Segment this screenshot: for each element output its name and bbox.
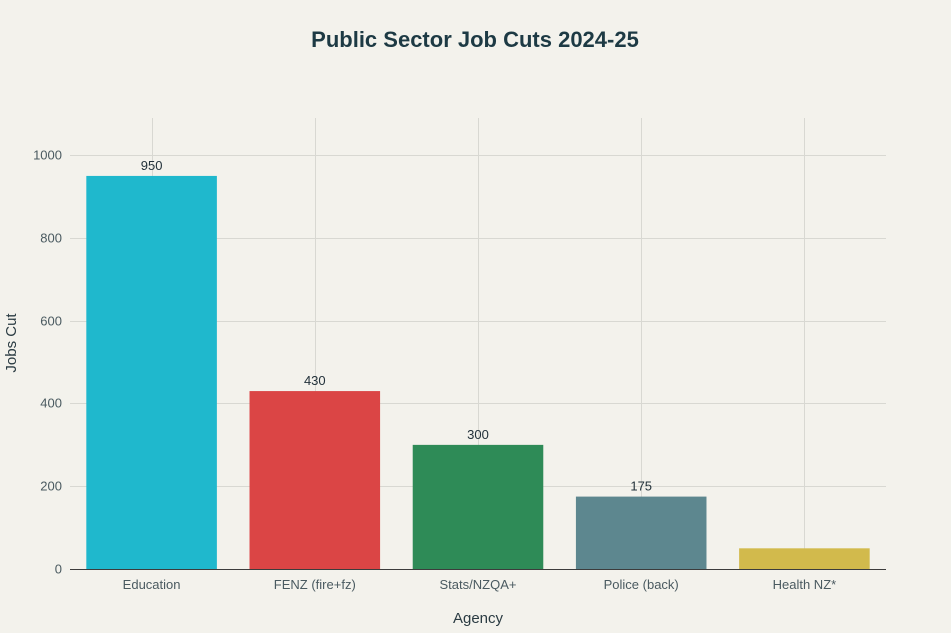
y-tick-label: 0 [55,562,62,577]
x-tick-label: Stats/NZQA+ [440,577,517,592]
bars [86,175,870,569]
y-tick-label: 1000 [33,148,62,163]
chart-title: Public Sector Job Cuts 2024-25 [311,27,639,52]
x-axis-ticks: Education FENZ (fire+fz) Stats/NZQA+ Police… [123,577,837,592]
data-label: 175 [630,479,652,494]
y-tick-label: 800 [40,231,62,246]
bar-3 [412,444,544,569]
data-label: 430 [304,373,326,388]
data-labels: 950 430 300 175 [141,158,652,494]
bar-5 [739,548,870,569]
data-label: 950 [141,158,163,173]
x-tick-label: Education [123,577,181,592]
x-tick-label: Health NZ* [773,577,837,592]
y-tick-label: 600 [40,314,62,329]
x-axis-title: Agency [453,610,504,627]
y-axis-ticks: 0 200 400 600 800 1000 [33,148,62,577]
y-tick-label: 400 [40,396,62,411]
y-tick-label: 200 [40,479,62,494]
bar-2 [249,391,381,569]
x-tick-label: Police (back) [604,577,679,592]
x-tick-label: FENZ (fire+fz) [274,577,356,592]
bar-1 [86,175,217,569]
y-axis-title: Jobs Cut [3,313,20,373]
data-label: 300 [467,427,489,442]
bar-4 [575,496,707,569]
